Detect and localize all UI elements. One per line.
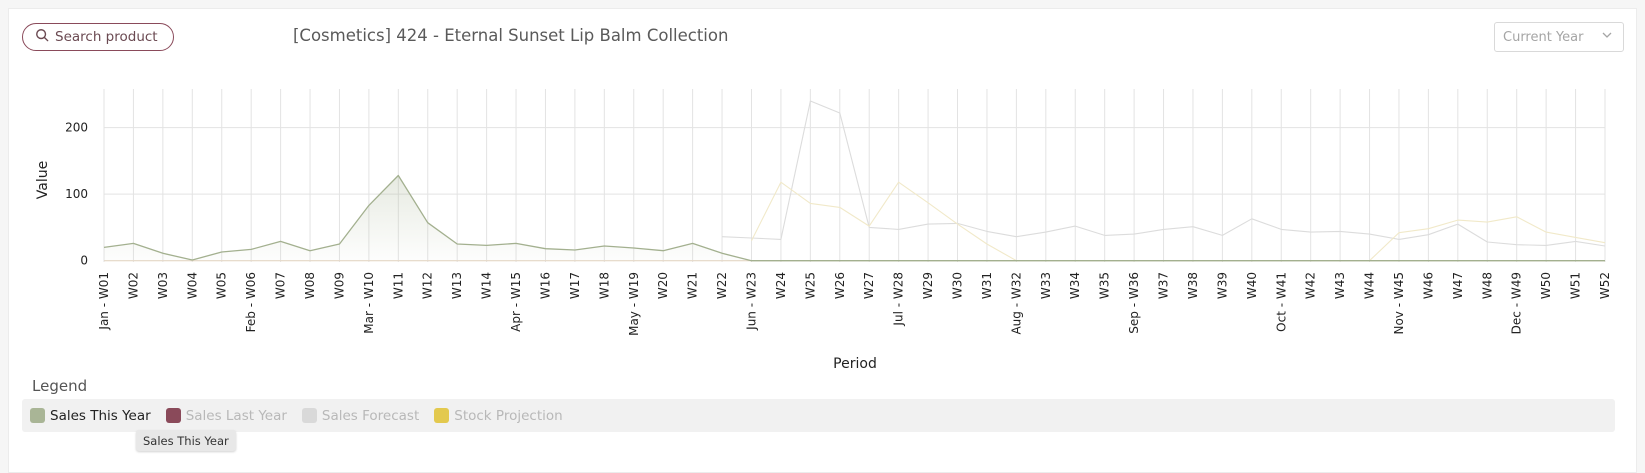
x-tick-label: Sep - W36 <box>1127 272 1141 334</box>
x-tick-label: W37 <box>1157 272 1171 299</box>
x-tick-label: W09 <box>332 272 346 299</box>
y-axis: 0 100 200 <box>65 121 88 268</box>
legend-swatch-sales-this-year <box>30 408 45 423</box>
x-tick-label: W38 <box>1186 272 1200 299</box>
year-select-value: Current Year <box>1503 29 1584 45</box>
x-tick-label: W31 <box>980 272 994 299</box>
legend-item-sales-last-year[interactable]: Sales Last Year <box>165 407 287 424</box>
y-tick-label: 200 <box>65 121 88 135</box>
x-tick-label: Oct - W41 <box>1274 272 1288 332</box>
legend-item-sales-forecast[interactable]: Sales Forecast <box>301 407 420 424</box>
legend-item-stock-projection[interactable]: Stock Projection <box>434 407 563 424</box>
page-title: [Cosmetics] 424 - Eternal Sunset Lip Bal… <box>293 26 729 45</box>
x-tick-label: W04 <box>185 272 199 299</box>
x-tick-label: W40 <box>1245 272 1259 299</box>
x-tick-label: Feb - W06 <box>244 272 258 332</box>
x-tick-label: Dec - W49 <box>1510 272 1524 334</box>
x-tick-label: W24 <box>774 272 788 299</box>
x-tick-label: W30 <box>951 272 965 299</box>
x-tick-label: Jan - W01 <box>97 272 111 331</box>
x-tick-label: W25 <box>803 272 817 299</box>
chevron-down-icon <box>1601 29 1613 45</box>
x-tick-label: W51 <box>1569 272 1583 299</box>
x-tick-label: W12 <box>421 272 435 299</box>
x-tick-label: Nov - W45 <box>1392 272 1406 335</box>
legend: Sales This Year Sales Last Year Sales Fo… <box>22 399 1615 432</box>
x-tick-label: W18 <box>597 272 611 299</box>
x-tick-label: May - W19 <box>627 272 641 336</box>
x-tick-label: W34 <box>1068 272 1082 299</box>
x-tick-label: W26 <box>833 272 847 299</box>
x-tick-label: W05 <box>215 272 229 299</box>
x-axis-title: Period <box>833 356 877 372</box>
search-product-label: Search product <box>55 29 158 45</box>
x-tick-label: Jun - W23 <box>744 272 758 331</box>
x-tick-label: Mar - W10 <box>362 272 376 334</box>
x-tick-label: W42 <box>1304 272 1318 299</box>
x-tick-label: W47 <box>1451 272 1465 299</box>
x-tick-label: W48 <box>1480 272 1494 299</box>
x-tick-label: W20 <box>656 272 670 299</box>
x-tick-label: Apr - W15 <box>509 272 523 332</box>
x-tick-label: W29 <box>921 272 935 299</box>
chart-series <box>103 100 1606 262</box>
legend-label-sales-forecast: Sales Forecast <box>321 407 420 424</box>
x-tick-label: W50 <box>1539 272 1553 299</box>
year-select[interactable]: Current Year <box>1494 22 1624 52</box>
y-tick-label: 100 <box>65 187 88 201</box>
x-tick-label: W16 <box>538 272 552 299</box>
legend-title: Legend <box>32 377 88 395</box>
x-tick-label: W03 <box>156 272 170 299</box>
x-tick-label: W46 <box>1421 272 1435 299</box>
x-tick-label: W33 <box>1039 272 1053 299</box>
legend-label-sales-last-year: Sales Last Year <box>185 407 287 424</box>
search-product-button[interactable]: Search product <box>22 23 174 51</box>
x-tick-label: W08 <box>303 272 317 299</box>
x-tick-label: W43 <box>1333 272 1347 299</box>
x-tick-label: W44 <box>1363 272 1377 299</box>
x-tick-label: W17 <box>568 272 582 299</box>
search-icon <box>35 28 49 46</box>
legend-tooltip: Sales This Year <box>136 430 236 451</box>
legend-label-stock-projection: Stock Projection <box>454 407 563 424</box>
legend-label-sales-this-year: Sales This Year <box>50 407 151 424</box>
x-tick-label: Aug - W32 <box>1009 272 1023 335</box>
x-tick-label: W13 <box>450 272 464 299</box>
series-area-sales-this-year <box>104 175 1605 261</box>
x-tick-label: W07 <box>274 272 288 299</box>
x-tick-label: Jul - W28 <box>892 272 906 327</box>
x-tick-label: W21 <box>686 272 700 299</box>
x-tick-label: W22 <box>715 272 729 299</box>
legend-item-sales-this-year[interactable]: Sales This Year <box>30 408 151 424</box>
x-tick-label: W39 <box>1215 272 1229 299</box>
series-line-sales-this-year[interactable] <box>103 174 1605 262</box>
y-axis-title: Value <box>35 161 51 199</box>
legend-swatch-sales-forecast <box>301 408 317 423</box>
x-tick-label: W14 <box>480 272 494 299</box>
x-tick-label: W02 <box>126 272 140 299</box>
line-chart: 0 100 200 Jan - W01 W02 W03 W04 W05 Feb - W06 W0… <box>35 89 1612 372</box>
x-axis: Jan - W01 W02 W03 W04 W05 Feb - W06 W07 W08 W09 M… <box>97 272 1612 336</box>
x-tick-label: W11 <box>391 272 405 299</box>
legend-swatch-stock-projection <box>434 408 450 423</box>
x-tick-label: W35 <box>1098 272 1112 299</box>
y-tick-label: 0 <box>80 254 88 268</box>
x-tick-label: W27 <box>862 272 876 299</box>
chart-card <box>8 8 1637 473</box>
series-line-sales-forecast[interactable] <box>722 100 1606 247</box>
x-tick-label: W52 <box>1598 272 1612 299</box>
legend-swatch-sales-last-year <box>165 408 181 423</box>
